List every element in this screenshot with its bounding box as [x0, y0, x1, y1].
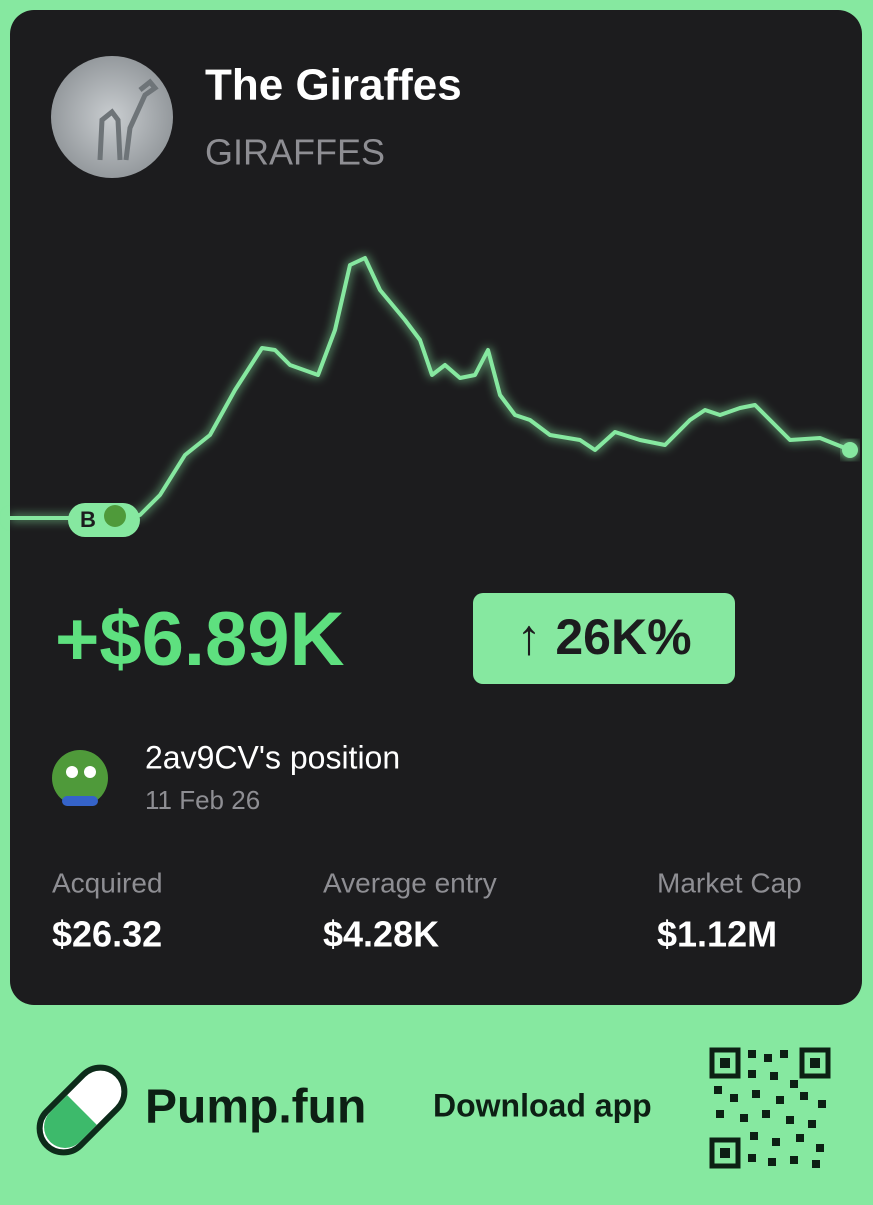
- price-line: [10, 256, 851, 520]
- buy-marker: [68, 503, 140, 537]
- price-end-dot: [842, 442, 858, 458]
- change-percent: ↑ 26K%: [516, 609, 691, 665]
- pill-logo: [36, 1064, 128, 1156]
- change-badge: [473, 593, 735, 684]
- qr-code[interactable]: [709, 1047, 831, 1169]
- buyer-icon: [104, 505, 126, 527]
- stat-label: Average entry: [323, 867, 497, 898]
- token-ticker: GIRAFFES: [205, 132, 385, 173]
- owner-avatar-eye: [84, 766, 96, 778]
- pnl-amount: +$6.89K: [55, 597, 345, 682]
- stat-label: Acquired: [52, 867, 163, 898]
- owner-avatar-eye: [66, 766, 78, 778]
- owner-avatar: [52, 750, 108, 806]
- position-owner: 2av9CV's position: [145, 739, 400, 775]
- buy-marker-label: B: [80, 507, 96, 532]
- stat-value: $1.12M: [657, 914, 777, 955]
- stat-label: Market Cap: [657, 867, 802, 898]
- card: [10, 10, 862, 1005]
- token-name: The Giraffes: [205, 61, 462, 110]
- download-cta[interactable]: Download app: [433, 1087, 652, 1123]
- position-date: 11 Feb 26: [145, 785, 260, 815]
- owner-avatar-shirt: [62, 796, 98, 806]
- brand-name: Pump.fun: [145, 1081, 366, 1134]
- giraffe-silhouette: [97, 78, 159, 161]
- stat-value: $26.32: [52, 914, 162, 955]
- stat-value: $4.28K: [323, 914, 439, 955]
- token-avatar: [51, 56, 173, 178]
